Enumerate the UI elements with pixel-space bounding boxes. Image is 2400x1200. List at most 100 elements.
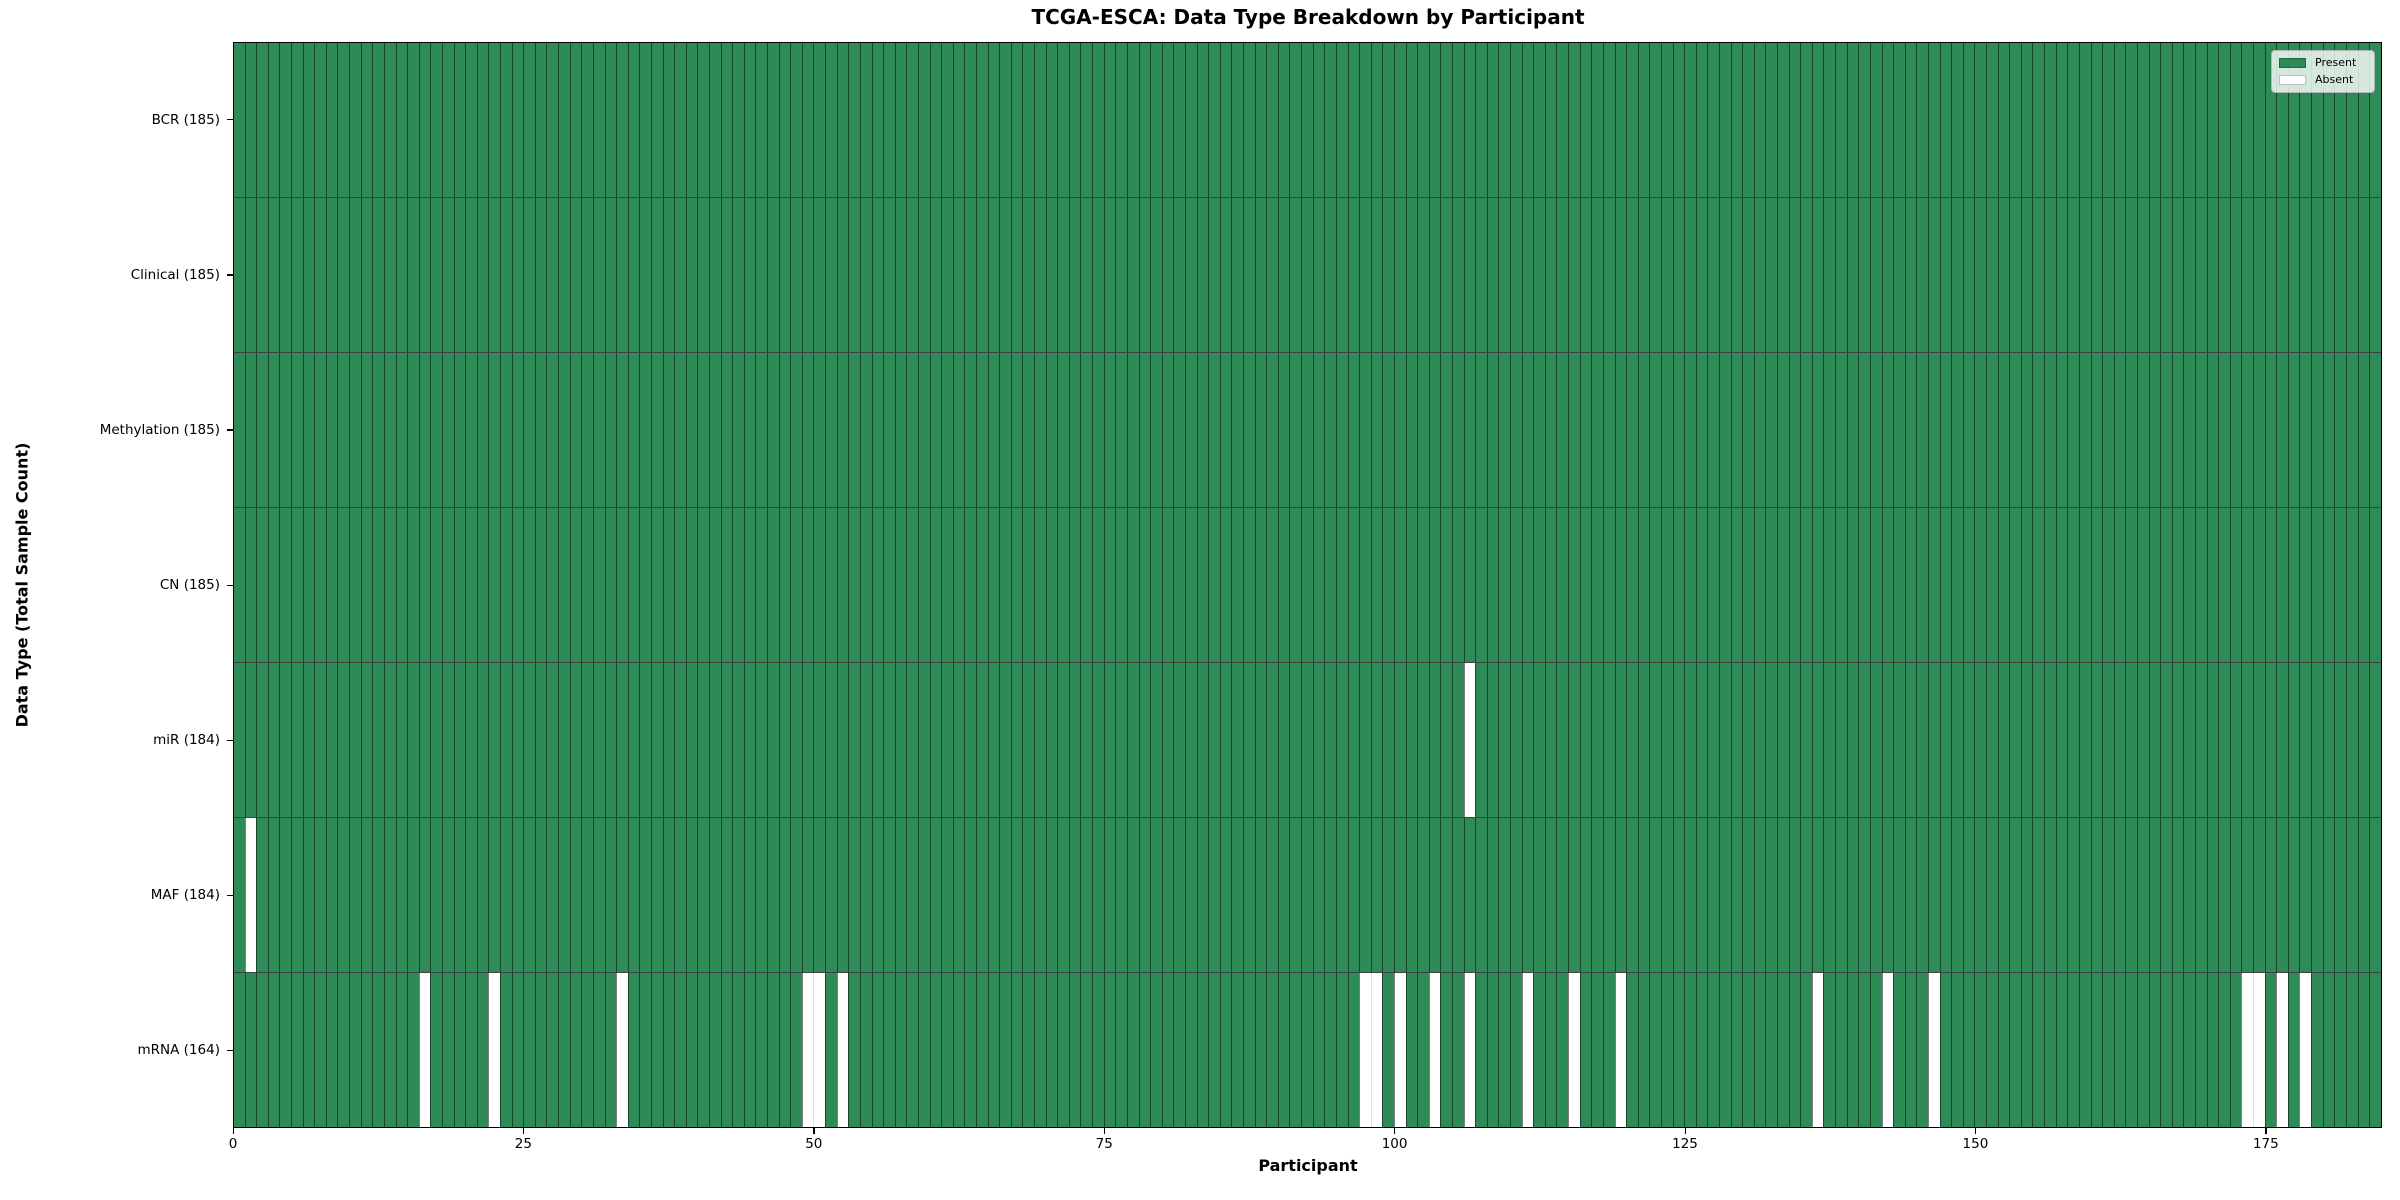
cell-miR-64-present (976, 663, 988, 817)
cell-Clinical-3-present (267, 198, 280, 352)
cell-BCR-182-present (2345, 43, 2358, 197)
cell-mRNA-77-present (1126, 973, 1139, 1127)
cell-miR-156-present (2044, 663, 2056, 817)
cell-mRNA-42-present (720, 973, 733, 1127)
cell-Clinical-146-present (1927, 198, 1940, 352)
cell-miR-47-present (778, 663, 791, 817)
cell-BCR-51-present (825, 43, 837, 197)
cell-MAF-110-present (1510, 818, 1522, 972)
cell-Clinical-113-present (1544, 198, 1557, 352)
cell-BCR-104-present (1440, 43, 1452, 197)
cell-miR-97-present (1359, 663, 1371, 817)
cell-mRNA-104-present (1440, 973, 1452, 1127)
cell-Methylation-119-present (1614, 353, 1627, 507)
cell-CN-87-present (1243, 508, 1255, 662)
cell-BCR-13-present (383, 43, 396, 197)
cell-BCR-103-present (1428, 43, 1441, 197)
cell-Methylation-22-present (488, 353, 501, 507)
cell-CN-168-present (2183, 508, 2195, 662)
cell-BCR-181-present (2334, 43, 2346, 197)
cell-Methylation-51-present (825, 353, 837, 507)
cell-BCR-152-present (1997, 43, 2010, 197)
cell-BCR-106-present (1463, 43, 1476, 197)
cell-BCR-159-present (2078, 43, 2091, 197)
cell-miR-159-present (2078, 663, 2091, 817)
cell-BCR-87-present (1243, 43, 1255, 197)
cell-CN-61-present (941, 508, 953, 662)
cell-Methylation-131-present (1753, 353, 1766, 507)
cell-Clinical-8-present (325, 198, 338, 352)
cell-MAF-67-present (1010, 818, 1023, 972)
cell-MAF-101-present (1405, 818, 1418, 972)
cell-CN-93-present (1312, 508, 1325, 662)
cell-Clinical-96-present (1347, 198, 1360, 352)
cell-miR-169-present (2194, 663, 2207, 817)
cell-mRNA-87-present (1243, 973, 1255, 1127)
cell-mRNA-141-present (1869, 973, 1882, 1127)
cell-CN-103-present (1428, 508, 1441, 662)
cell-mRNA-108-present (1486, 973, 1499, 1127)
cell-miR-117-present (1591, 663, 1603, 817)
cell-BCR-149-present (1962, 43, 1975, 197)
cell-CN-117-present (1591, 508, 1603, 662)
cell-miR-179-present (2311, 663, 2323, 817)
cell-miR-55-present (871, 663, 884, 817)
cell-BCR-100-present (1393, 43, 1406, 197)
cell-Clinical-139-present (1846, 198, 1859, 352)
cell-miR-76-present (1115, 663, 1127, 817)
cell-Clinical-68-present (1022, 198, 1035, 352)
cell-BCR-99-present (1382, 43, 1394, 197)
cell-CN-51-present (825, 508, 837, 662)
cell-CN-66-present (999, 508, 1011, 662)
cell-miR-15-present (407, 663, 419, 817)
cell-CN-110-present (1510, 508, 1522, 662)
cell-miR-95-present (1335, 663, 1348, 817)
cell-BCR-158-present (2067, 43, 2079, 197)
cell-CN-48-present (790, 508, 802, 662)
cell-MAF-125-present (1684, 818, 1696, 972)
cell-miR-115-present (1568, 663, 1580, 817)
cell-BCR-117-present (1591, 43, 1603, 197)
cell-Methylation-5-present (291, 353, 303, 507)
cell-MAF-39-present (685, 818, 698, 972)
cell-mRNA-124-present (1672, 973, 1685, 1127)
cell-Methylation-14-present (395, 353, 408, 507)
cell-BCR-98-present (1370, 43, 1383, 197)
cell-Clinical-37-present (662, 198, 675, 352)
cell-miR-27-present (546, 663, 559, 817)
cell-Clinical-107-present (1475, 198, 1487, 352)
cell-MAF-131-present (1753, 818, 1766, 972)
cell-MAF-172-present (2229, 818, 2242, 972)
cell-MAF-146-present (1927, 818, 1940, 972)
cell-mRNA-4-present (279, 973, 292, 1127)
cell-BCR-111-present (1521, 43, 1534, 197)
cell-Methylation-146-present (1927, 353, 1940, 507)
cell-BCR-45-present (755, 43, 768, 197)
cell-CN-63-present (964, 508, 976, 662)
cell-Methylation-168-present (2183, 353, 2195, 507)
cell-Clinical-162-present (2113, 198, 2126, 352)
cell-Clinical-151-present (1986, 198, 1998, 352)
cell-miR-118-present (1602, 663, 1615, 817)
cell-MAF-135-present (1800, 818, 1812, 972)
cell-Clinical-161-present (2102, 198, 2114, 352)
cell-BCR-166-present (2160, 43, 2172, 197)
cell-MAF-137-present (1823, 818, 1836, 972)
cell-CN-144-present (1904, 508, 1917, 662)
cell-CN-45-present (755, 508, 768, 662)
cell-miR-139-present (1846, 663, 1859, 817)
cell-miR-78-present (1138, 663, 1151, 817)
cell-Clinical-131-present (1753, 198, 1766, 352)
cell-mRNA-128-present (1719, 973, 1731, 1127)
cell-CN-142-present (1881, 508, 1894, 662)
cell-CN-150-present (1974, 508, 1987, 662)
cell-Methylation-82-present (1184, 353, 1197, 507)
cell-CN-39-present (685, 508, 698, 662)
cell-Methylation-154-present (2020, 353, 2033, 507)
cell-miR-143-present (1893, 663, 1905, 817)
cell-BCR-56-present (883, 43, 895, 197)
cell-MAF-57-present (894, 818, 907, 972)
cell-Clinical-36-present (650, 198, 663, 352)
cell-MAF-159-present (2078, 818, 2091, 972)
cell-MAF-83-present (1196, 818, 1209, 972)
